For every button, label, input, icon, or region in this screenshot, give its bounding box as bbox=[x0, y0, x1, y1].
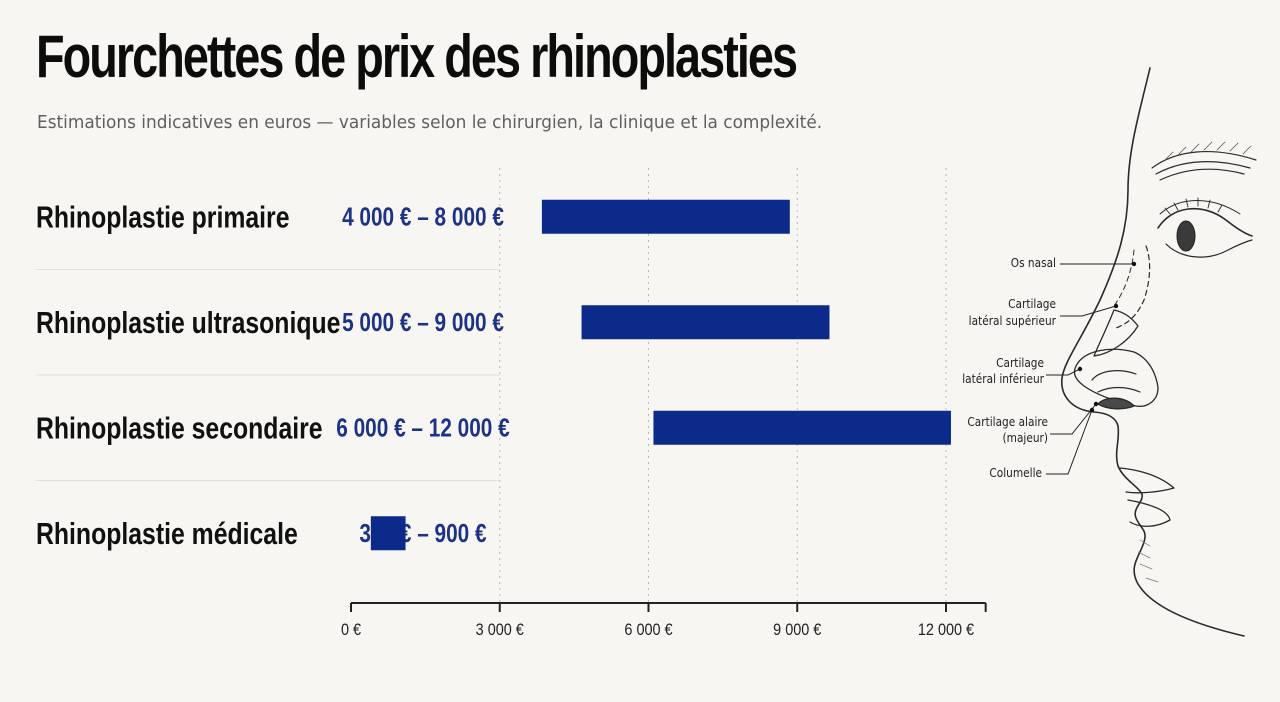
bars bbox=[370, 199, 951, 551]
category-label: Rhinoplastie médicale bbox=[36, 517, 298, 551]
anatomy-label-text: Cartilage bbox=[1008, 297, 1056, 311]
range-label: 5 000 € – 9 000 € bbox=[342, 308, 504, 337]
lower-lateral-cartilage bbox=[1073, 348, 1159, 407]
category-labels: Rhinoplastie primaire 4 000 € – 8 000 € Rh… bbox=[36, 200, 510, 551]
category-label: Rhinoplastie primaire bbox=[36, 200, 289, 234]
x-tick-label: 0 € bbox=[341, 621, 361, 639]
nose-profile-illustration bbox=[1061, 67, 1257, 637]
anatomy-label-text: latéral supérieur bbox=[969, 314, 1057, 328]
lower-lip bbox=[1127, 499, 1171, 527]
anatomy-label-text: Cartilage alaire bbox=[967, 415, 1048, 429]
range-bar bbox=[541, 199, 790, 234]
category-label: Rhinoplastie secondaire bbox=[36, 411, 323, 445]
anatomy-label-text: Cartilage bbox=[996, 356, 1044, 370]
range-bar bbox=[370, 516, 406, 551]
eyelashes bbox=[1164, 197, 1223, 215]
brow-hatching bbox=[1164, 141, 1252, 161]
leader-dot bbox=[1077, 366, 1083, 372]
category-label: Rhinoplastie ultrasonique bbox=[36, 306, 340, 340]
nasal-bone-inner bbox=[1113, 249, 1135, 307]
upper-lip bbox=[1119, 467, 1175, 494]
eyelid-crease bbox=[1159, 200, 1241, 215]
upper-lateral-cartilage bbox=[1093, 309, 1139, 357]
x-tick-label: 6 000 € bbox=[624, 621, 672, 639]
grid-layer bbox=[499, 168, 947, 603]
x-tick-label: 9 000 € bbox=[773, 621, 821, 639]
leader-line bbox=[1046, 409, 1093, 475]
anatomy-label: Columelle bbox=[989, 407, 1095, 480]
anatomy-label-text: latéral inférieur bbox=[962, 372, 1044, 386]
anatomy-label-text: (majeur) bbox=[1003, 431, 1048, 445]
face-profile-outline bbox=[1061, 67, 1245, 637]
anatomy-label: Os nasal bbox=[1011, 256, 1137, 270]
anatomy-label-text: Columelle bbox=[989, 466, 1042, 480]
range-label: 6 000 € – 12 000 € bbox=[336, 414, 509, 443]
chin-shading bbox=[1137, 539, 1159, 583]
lower-eyelid bbox=[1165, 239, 1253, 258]
nostril bbox=[1097, 397, 1135, 410]
leader-dot bbox=[1131, 261, 1137, 267]
anatomy-label-text: Os nasal bbox=[1011, 256, 1056, 270]
anatomy-label: Cartilage latéral inférieur bbox=[962, 356, 1083, 386]
x-tick-label: 3 000 € bbox=[476, 621, 524, 639]
anatomy-label: Cartilage latéral supérieur bbox=[969, 297, 1119, 328]
leader-line bbox=[1060, 305, 1117, 317]
leader-dot bbox=[1089, 407, 1095, 413]
nasal-bone-outline bbox=[1115, 245, 1151, 329]
row-separators bbox=[36, 269, 500, 481]
range-label: 4 000 € – 8 000 € bbox=[342, 203, 504, 232]
leader-dot bbox=[1113, 303, 1119, 309]
upper-eyelid bbox=[1157, 207, 1253, 237]
range-bar bbox=[653, 410, 951, 445]
chart-subtitle: Estimations indicatives en euros — varia… bbox=[37, 112, 823, 133]
eyebrow bbox=[1151, 151, 1257, 181]
leader-line bbox=[1046, 368, 1081, 376]
chart-title: Fourchettes de prix des rhinoplasties bbox=[36, 23, 798, 90]
leader-dot bbox=[1093, 401, 1099, 407]
anatomy-label: Cartilage alaire (majeur) bbox=[967, 401, 1099, 445]
x-axis: 0 € 3 000 € 6 000 € 9 000 € 12 000 € bbox=[341, 602, 987, 639]
eye-iris bbox=[1176, 220, 1196, 252]
leader-line bbox=[1050, 403, 1097, 435]
alar-cartilage bbox=[1091, 370, 1141, 393]
x-tick-label: 12 000 € bbox=[918, 621, 974, 639]
range-bar bbox=[581, 305, 830, 340]
